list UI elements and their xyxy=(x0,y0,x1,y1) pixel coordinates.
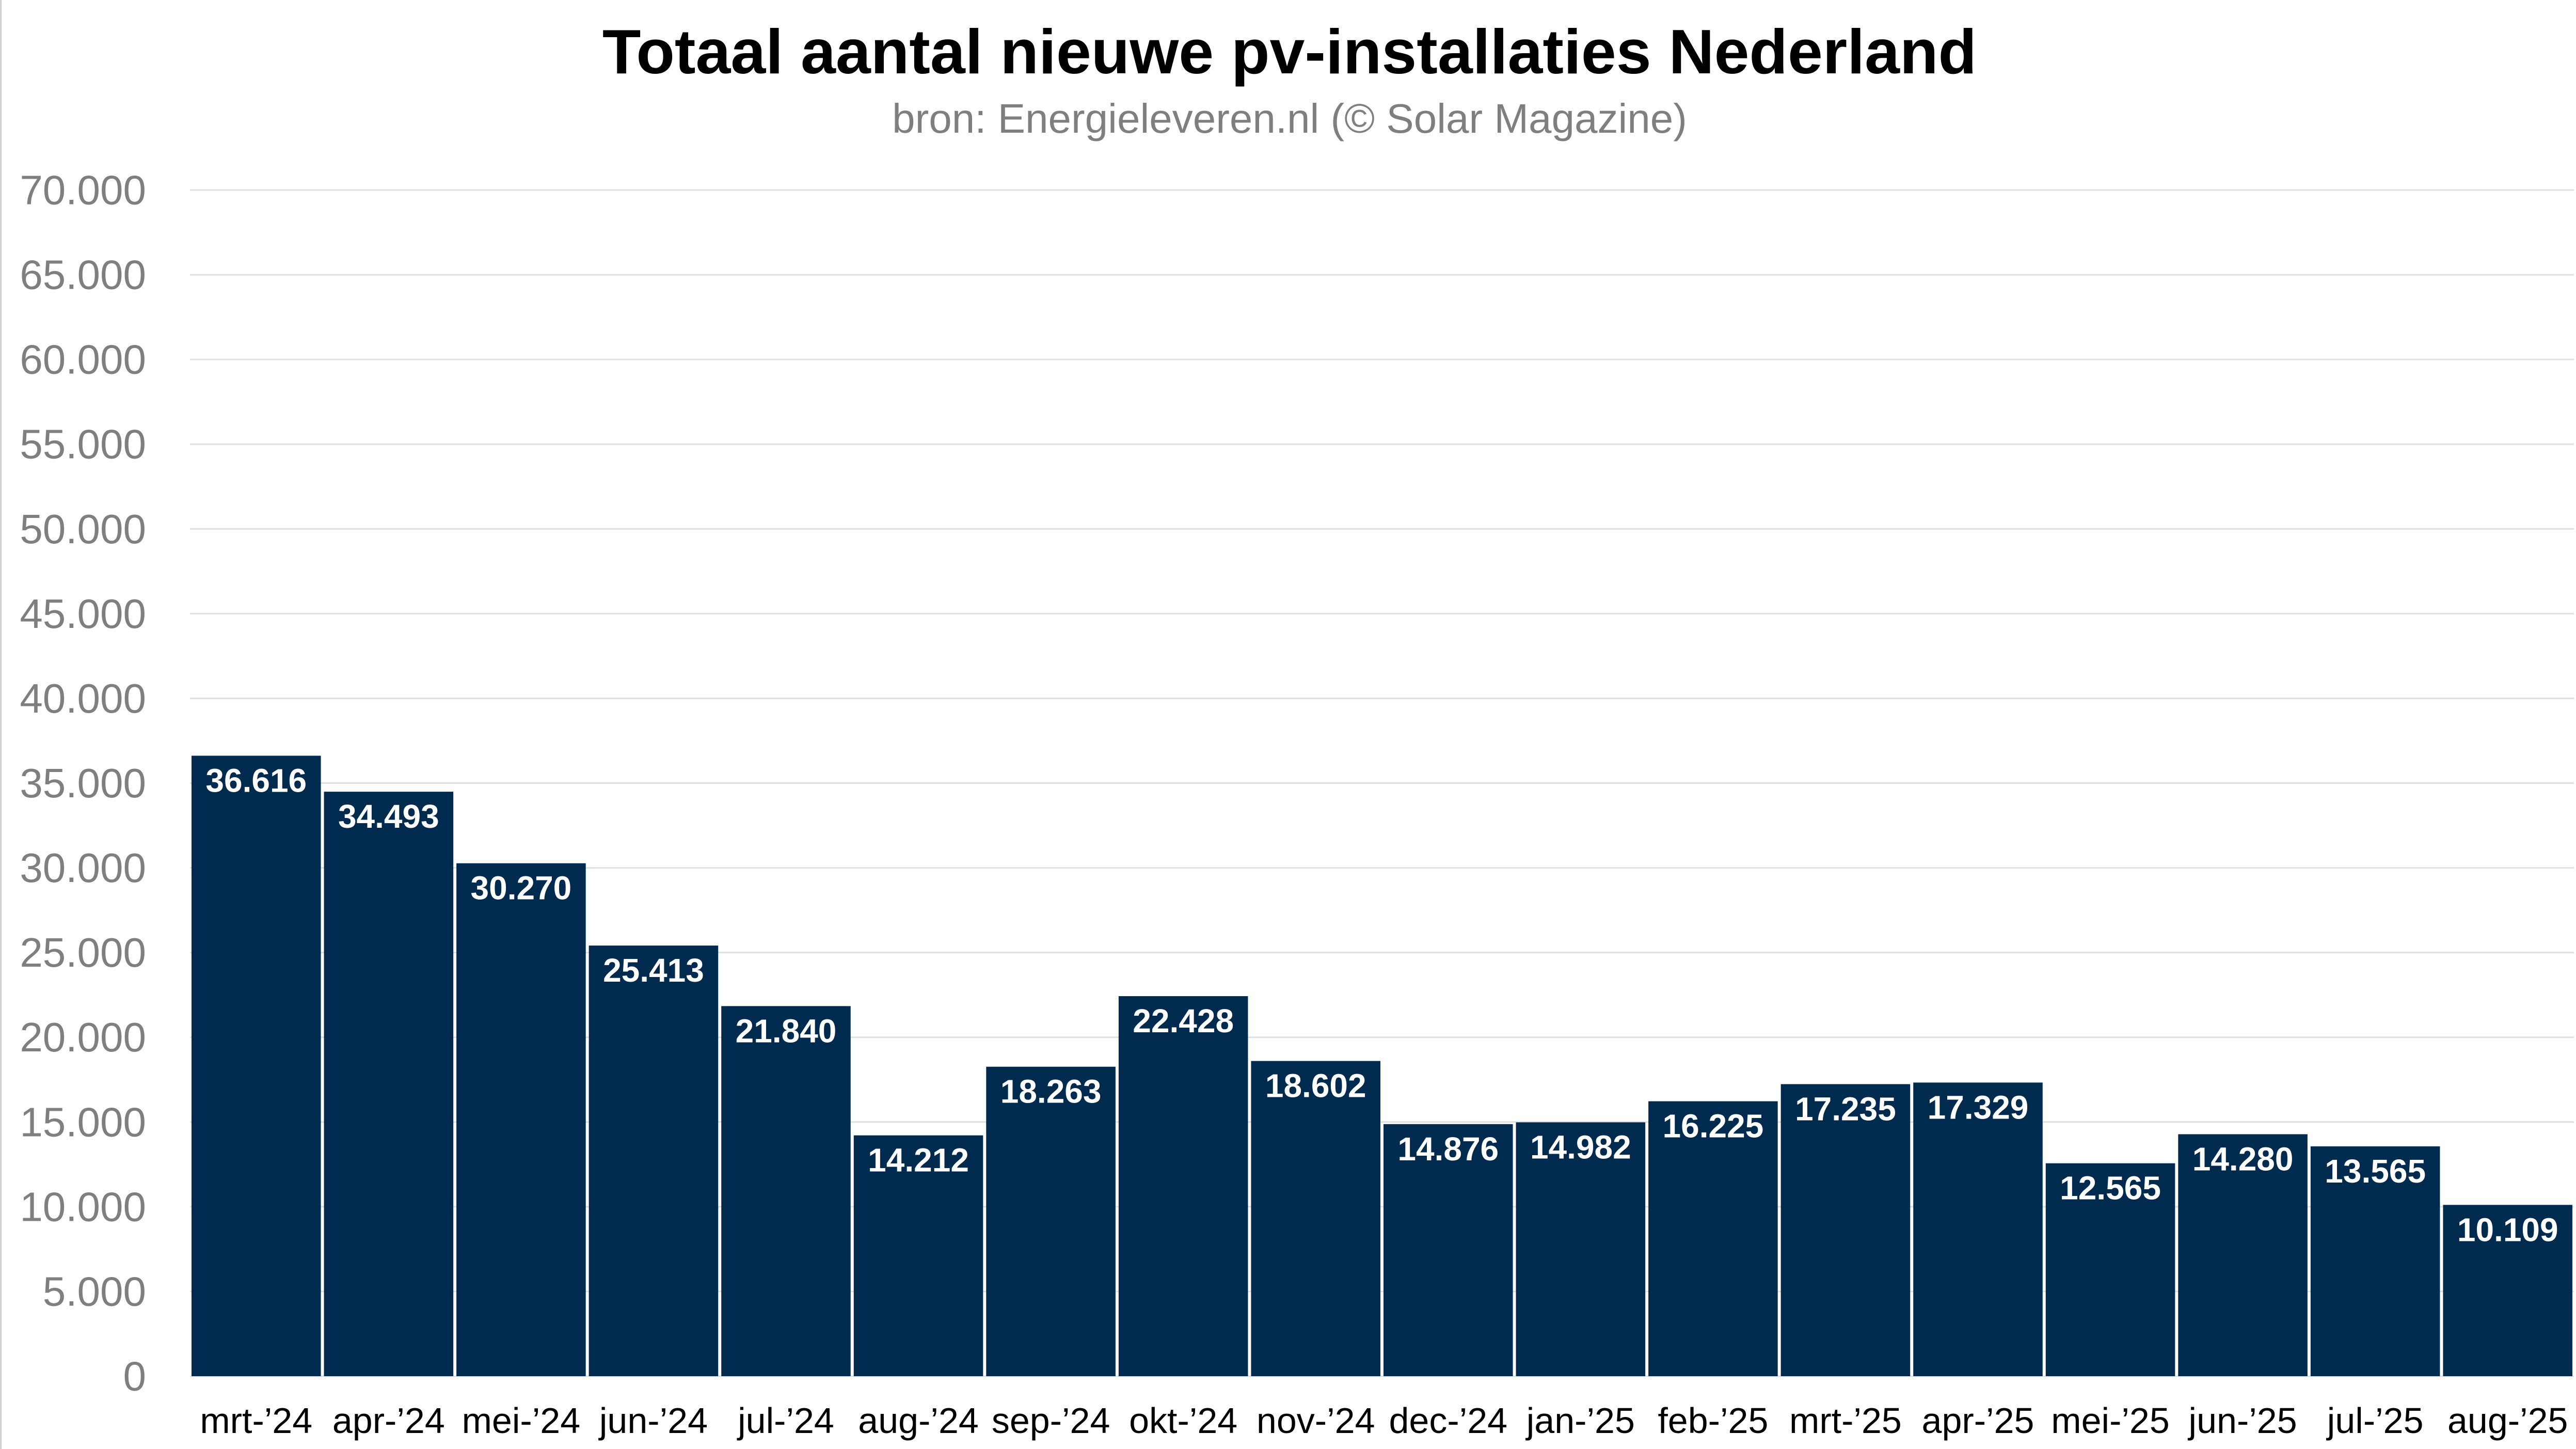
x-tick-label: okt-’24 xyxy=(1129,1400,1237,1441)
y-tick-label: 20.000 xyxy=(20,1014,146,1060)
bar xyxy=(324,792,454,1376)
x-tick-label: aug-’24 xyxy=(858,1400,979,1441)
bar xyxy=(2178,1134,2308,1376)
y-tick-label: 65.000 xyxy=(20,252,146,298)
bar xyxy=(721,1006,851,1376)
data-label: 10.109 xyxy=(2457,1211,2558,1248)
data-label: 17.329 xyxy=(1928,1089,2029,1126)
data-label: 21.840 xyxy=(736,1012,837,1049)
data-label: 18.602 xyxy=(1265,1067,1366,1105)
y-tick-label: 5.000 xyxy=(43,1268,146,1314)
x-tick-label: jan-’25 xyxy=(1525,1400,1635,1441)
data-label: 30.270 xyxy=(471,870,572,907)
bar xyxy=(192,755,321,1376)
bar xyxy=(1913,1082,2043,1376)
bar xyxy=(986,1066,1116,1376)
y-tick-label: 70.000 xyxy=(20,167,146,213)
data-label: 12.565 xyxy=(2060,1170,2161,1207)
x-tick-label: jun-’25 xyxy=(2188,1400,2297,1441)
y-axis-ticks: 0 5.000 10.000 15.000 20.000 25.000 30.000 35.0… xyxy=(20,167,146,1399)
x-tick-label: mei-’24 xyxy=(462,1400,581,1441)
chart-subtitle: bron: Energieleveren.nl (© Solar Magazin… xyxy=(892,96,1687,141)
data-label: 25.413 xyxy=(603,952,704,989)
bar xyxy=(1118,996,1248,1376)
x-tick-label: apr-’24 xyxy=(332,1400,445,1441)
data-label: 14.876 xyxy=(1397,1130,1499,1168)
y-tick-label: 10.000 xyxy=(20,1184,146,1230)
data-label: 17.235 xyxy=(1795,1090,1896,1127)
data-label: 14.982 xyxy=(1530,1128,1631,1166)
bar xyxy=(1648,1101,1778,1376)
y-tick-label: 45.000 xyxy=(20,591,146,637)
x-tick-label: jun-’24 xyxy=(598,1400,708,1441)
data-label: 13.565 xyxy=(2325,1153,2426,1190)
x-axis-ticks: mrt-’24 apr-’24 mei-’24 jun-’24 jul-’24 aug-’… xyxy=(200,1400,2568,1441)
bar xyxy=(1516,1122,1646,1376)
y-tick-label: 60.000 xyxy=(20,337,146,383)
x-tick-label: jul-’25 xyxy=(2326,1400,2424,1441)
bar xyxy=(589,946,719,1376)
y-tick-label: 30.000 xyxy=(20,845,146,891)
bar xyxy=(2443,1205,2572,1376)
y-tick-label: 50.000 xyxy=(20,506,146,552)
bar xyxy=(456,863,586,1376)
data-label: 18.263 xyxy=(1000,1073,1102,1110)
x-tick-label: aug-’25 xyxy=(2447,1400,2568,1441)
data-labels: 36.616 34.493 30.270 25.413 21.840 14.212 18.2… xyxy=(205,762,2558,1248)
x-tick-label: nov-’24 xyxy=(1257,1400,1375,1441)
y-tick-label: 15.000 xyxy=(20,1099,146,1145)
data-label: 14.280 xyxy=(2192,1140,2294,1177)
y-tick-label: 25.000 xyxy=(20,930,146,975)
x-tick-label: mrt-’25 xyxy=(1789,1400,1902,1441)
bar xyxy=(1384,1124,1513,1376)
bar xyxy=(2310,1146,2440,1376)
x-tick-label: mrt-’24 xyxy=(200,1400,312,1441)
data-label: 36.616 xyxy=(205,762,307,799)
x-tick-label: mei-’25 xyxy=(2051,1400,2170,1441)
data-label: 16.225 xyxy=(1663,1108,1764,1145)
x-tick-label: dec-’24 xyxy=(1389,1400,1507,1441)
y-tick-label: 35.000 xyxy=(20,760,146,806)
x-tick-label: jul-’24 xyxy=(737,1400,834,1441)
data-label: 14.212 xyxy=(868,1142,969,1179)
bar xyxy=(2045,1163,2175,1376)
data-label: 22.428 xyxy=(1133,1002,1234,1040)
x-tick-label: feb-’25 xyxy=(1658,1400,1768,1441)
y-tick-label: 40.000 xyxy=(20,675,146,721)
x-tick-label: sep-’24 xyxy=(992,1400,1110,1441)
x-tick-label: apr-’25 xyxy=(1922,1400,2034,1441)
bar xyxy=(1780,1084,1911,1376)
bar xyxy=(1251,1061,1380,1376)
bar xyxy=(853,1135,983,1376)
data-label: 34.493 xyxy=(338,798,439,835)
y-tick-label: 55.000 xyxy=(20,421,146,467)
gridlines xyxy=(190,189,2574,1377)
bars xyxy=(192,755,2572,1376)
y-tick-label: 0 xyxy=(123,1353,147,1399)
chart-title: Totaal aantal nieuwe pv-installaties Ned… xyxy=(602,17,1977,87)
